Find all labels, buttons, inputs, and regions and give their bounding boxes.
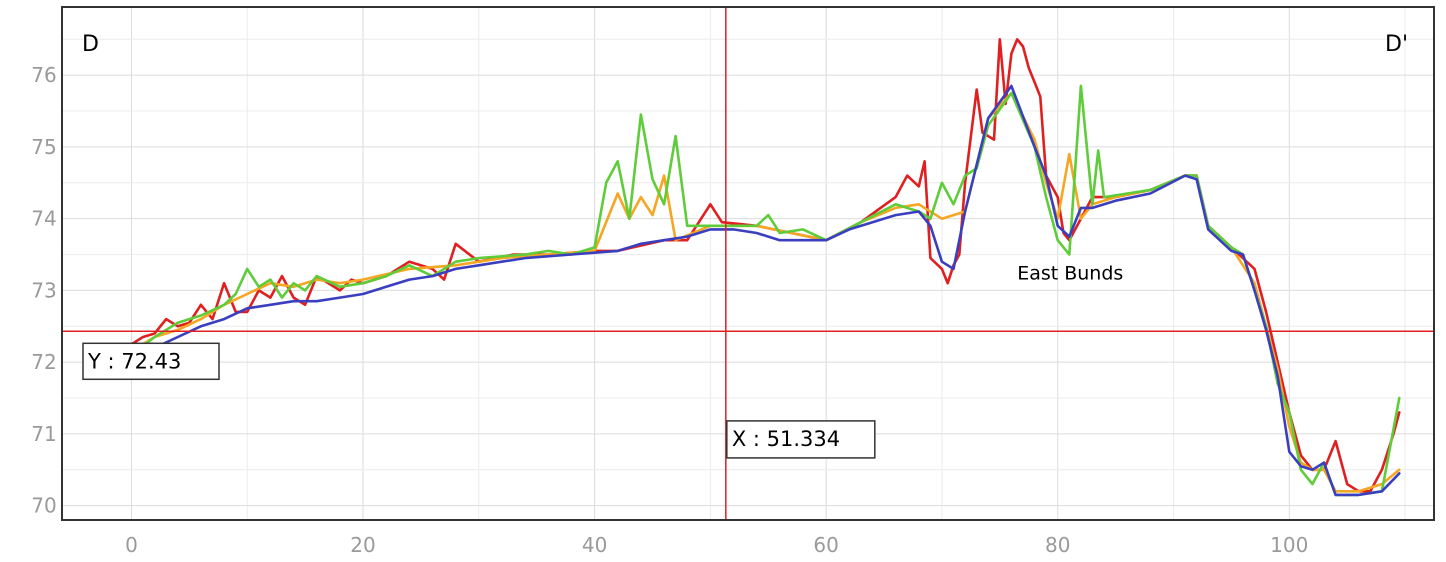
y-tick-label: 71 (31, 422, 56, 446)
x-tick-label: 40 (582, 533, 607, 557)
y-readout-text: Y : 72.43 (87, 349, 181, 373)
x-readout-value: 51.334 (767, 427, 840, 451)
x-tick-label: 100 (1270, 533, 1308, 557)
corner-label-right: D' (1385, 32, 1408, 57)
y-readout-box (82, 342, 220, 381)
y-readout-value: 72.43 (121, 349, 181, 373)
x-tick-label: 0 (125, 533, 138, 557)
x-tick-label: 20 (350, 533, 375, 557)
series-lines (130, 37, 1401, 497)
x-axis-ticks: 0 20 40 60 80 100 (125, 533, 1308, 557)
y-axis-ticks: 70 71 72 73 74 75 76 (31, 63, 56, 517)
series-line-3 (130, 84, 1401, 497)
y-tick-label: 74 (31, 207, 56, 231)
y-tick-label: 76 (31, 63, 56, 87)
x-readout: X : 51.334 (726, 420, 876, 459)
y-tick-label: 73 (31, 278, 56, 302)
annotation-east-bunds: East Bunds (1017, 263, 1123, 285)
x-tick-label: 60 (813, 533, 838, 557)
x-readout-label: X : (732, 427, 767, 451)
y-readout: Y : 72.43 (82, 342, 220, 381)
plot-frame (61, 6, 1435, 521)
grid-lines (62, 7, 1434, 520)
y-readout-label: Y : (87, 349, 121, 373)
y-tick-label: 70 (31, 494, 56, 518)
series-line-2 (130, 84, 1401, 497)
y-tick-label: 72 (31, 350, 56, 374)
x-tick-label: 80 (1045, 533, 1070, 557)
crosshair (62, 7, 1434, 520)
y-tick-label: 75 (31, 135, 56, 159)
x-readout-text: X : 51.334 (732, 427, 840, 451)
x-readout-box (726, 420, 876, 459)
corner-label-left: D (82, 32, 99, 57)
